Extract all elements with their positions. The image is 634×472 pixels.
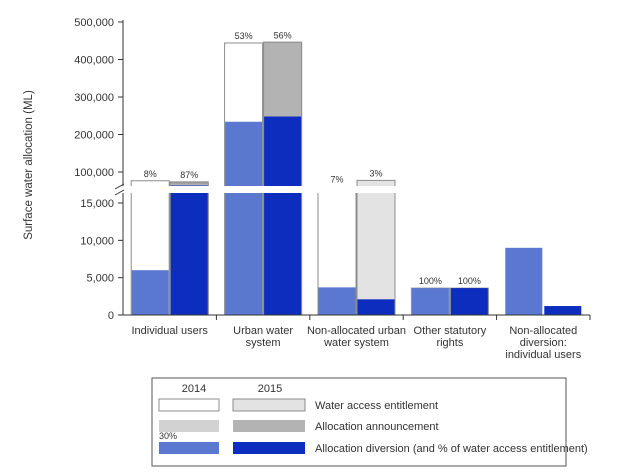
- legend-sample-pct: 30%: [159, 431, 177, 441]
- bar-diversion-2015: [170, 185, 208, 315]
- bar-diversion-2015: [264, 116, 302, 315]
- y-axis-label: Surface water allocation (ML): [23, 90, 35, 240]
- x-category-label: system: [246, 337, 281, 349]
- x-category-label: Urban water: [233, 325, 293, 337]
- bar-diversion-2015: [450, 288, 488, 315]
- legend-swatch-announcement-2014: [159, 420, 219, 432]
- axis-break-mark: [114, 189, 125, 196]
- pct-label-2014: 8%: [144, 169, 157, 179]
- legend-swatch-entitlement-2015: [232, 398, 306, 412]
- y-tick-label: 300,000: [74, 92, 114, 104]
- x-category-label: rights: [436, 337, 463, 349]
- bar-entitlement-2015: [356, 179, 396, 316]
- legend-box: [151, 377, 567, 467]
- legend-year-2014: 2014: [182, 383, 206, 395]
- legend-swatch-diversion-2014: [159, 442, 219, 454]
- bar-diversion-2014: [505, 247, 543, 315]
- legend-label-diversion: Allocation diversion (and % of water acc…: [315, 443, 588, 455]
- bar-diversion-2014: [225, 121, 263, 315]
- legend-label-entitlement: Water access entitlement: [315, 400, 438, 412]
- bar-diversion-2015: [544, 306, 582, 315]
- x-category-label: Non-allocated urban: [307, 325, 406, 337]
- y-tick-label: 500,000: [74, 17, 114, 29]
- axis-break-band: [109, 186, 590, 193]
- legend-swatch-diversion-2015: [233, 442, 305, 454]
- bar-diversion-2014: [318, 287, 356, 315]
- pct-label-2014: 53%: [235, 31, 253, 41]
- y-tick-label: 400,000: [74, 55, 114, 67]
- y-tick-label: 5,000: [86, 273, 114, 285]
- x-category-label: Individual users: [131, 325, 208, 337]
- legend-year-2015: 2015: [258, 383, 282, 395]
- y-tick-label: 100,000: [74, 167, 114, 179]
- x-category-label: diversion:: [520, 337, 567, 349]
- pct-label-2015: 3%: [369, 168, 382, 178]
- legend-label-announcement: Allocation announcement: [315, 421, 439, 433]
- bar-diversion-2014: [411, 288, 449, 315]
- pct-label-2015: 56%: [274, 30, 292, 40]
- y-tick-label: 10,000: [80, 235, 114, 247]
- legend-swatch-entitlement-2014: [158, 398, 220, 412]
- y-tick-label: 0: [108, 310, 114, 322]
- x-category-label: Non-allocated: [509, 325, 577, 337]
- bar-diversion-2015: [357, 299, 395, 315]
- x-category-label: individual users: [505, 349, 581, 361]
- y-tick-label: 200,000: [74, 130, 114, 142]
- pct-label-2015: 87%: [180, 170, 198, 180]
- x-category-label: water system: [323, 337, 389, 349]
- x-category-label: Other statutory: [414, 325, 487, 337]
- y-tick-label: 15,000: [80, 198, 114, 210]
- pct-label-2014: 7%: [330, 175, 343, 185]
- pct-label-2015: 100%: [458, 276, 481, 286]
- bar-diversion-2014: [131, 270, 169, 315]
- pct-label-2014: 100%: [419, 276, 442, 286]
- legend-swatch-announcement-2015: [233, 420, 305, 432]
